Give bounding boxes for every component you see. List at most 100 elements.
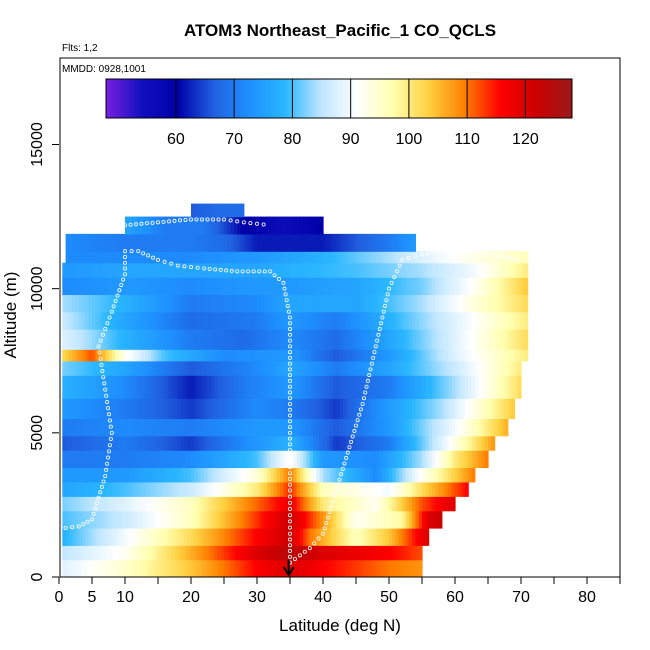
flight-track-point [123,223,128,228]
heatmap-cell [494,329,499,350]
heatmap-cell [435,375,440,399]
heatmap-cell [385,527,390,546]
heatmap-cell [131,375,136,399]
heatmap-cell [352,375,357,399]
heatmap-cell [240,398,245,420]
heatmap-cell [382,481,387,497]
flights-annotation: Flts: 1,2 [62,43,98,54]
heatmap-cell [243,216,248,235]
heatmap-cell [296,559,301,577]
heatmap-cell [379,510,383,529]
heatmap-cell [82,277,86,296]
flight-track-point [441,250,446,255]
heatmap-cell [514,311,519,330]
flight-track-point [287,327,292,332]
heatmap-cell [263,510,268,529]
flight-track-point [287,471,292,476]
heatmap-cell [260,496,265,512]
heatmap-cell [187,559,192,577]
heatmap-cell [326,233,331,252]
heatmap-cell [385,559,390,577]
heatmap-cell [425,435,430,451]
heatmap-cell [451,311,456,330]
heatmap-cell [138,527,143,546]
heatmap-cell [131,467,136,483]
heatmap-cell [204,481,209,497]
heatmap-cell [385,251,390,264]
heatmap-cell [263,418,268,437]
heatmap-cell [210,360,215,376]
heatmap-cell [247,467,251,483]
heatmap-cell [101,510,106,529]
heatmap-cell [336,349,341,362]
heatmap-cell [161,467,166,483]
flight-track-point [463,250,468,255]
heatmap-cell [233,360,238,376]
heatmap-cell [187,435,192,451]
heatmap-cell [385,545,390,561]
heatmap-cell [408,277,413,296]
heatmap-cell [214,233,218,252]
heatmap-cell [398,496,403,512]
heatmap-cell [115,527,119,546]
heatmap-cell [78,545,83,561]
heatmap-cell [181,510,185,529]
heatmap-cell [332,375,337,399]
heatmap-cell [276,233,281,252]
heatmap-cell [461,277,466,296]
heatmap-cell [217,233,222,252]
heatmap-cell [395,527,400,546]
heatmap-cell [494,375,499,399]
heatmap-cell [382,545,387,561]
heatmap-cell [309,545,314,561]
flight-track-point [350,434,355,439]
heatmap-cell [438,510,443,529]
heatmap-cell [82,496,86,512]
heatmap-cell [220,450,225,469]
heatmap-cell [346,375,350,399]
heatmap-cell [108,527,113,546]
heatmap-cell [422,450,426,469]
heatmap-cell [379,294,383,313]
heatmap-cell [250,233,255,252]
heatmap-cell [316,467,321,483]
flight-track-point [210,217,215,222]
heatmap-cell [161,294,166,313]
heatmap-cell [194,435,199,451]
heatmap-cell [214,481,218,497]
heatmap-cell [85,398,90,420]
heatmap-cell [151,329,156,350]
heatmap-cell [369,329,374,350]
heatmap-cell [75,527,80,546]
heatmap-cell [379,375,383,399]
flight-track-point [458,249,463,254]
heatmap-cell [418,398,423,420]
heatmap-cell [141,450,146,469]
flight-track-point [352,429,357,434]
heatmap-cell [141,510,146,529]
flight-track-point [123,254,128,259]
heatmap-cell [326,398,331,420]
heatmap-cell [323,527,327,546]
heatmap-cell [342,294,347,313]
heatmap-cell [62,375,67,399]
heatmap-cell [270,375,275,399]
heatmap-cell [154,418,159,437]
heatmap-cell [181,262,185,278]
heatmap-cell [174,233,179,252]
heatmap-cell [342,311,347,330]
heatmap-cell [372,360,377,376]
heatmap-cell [177,435,182,451]
heatmap-cell [464,349,469,362]
heatmap-cell [488,435,492,451]
heatmap-cell [204,559,209,577]
heatmap-cell [207,559,212,577]
heatmap-cell [392,398,397,420]
heatmap-cell [167,559,172,577]
heatmap-cell [243,559,248,577]
heatmap-cell [227,360,232,376]
heatmap-cell [280,311,284,330]
heatmap-cell [197,360,202,376]
flight-track-point [287,373,292,378]
heatmap-cell [464,251,469,264]
